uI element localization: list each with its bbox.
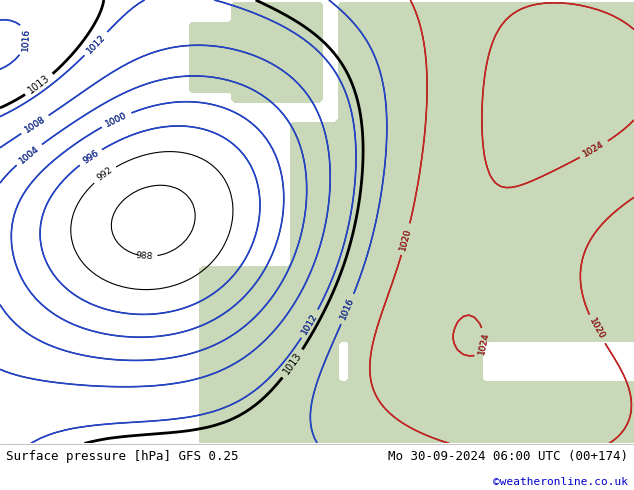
Text: 1013: 1013 <box>27 74 52 96</box>
Text: ©weatheronline.co.uk: ©weatheronline.co.uk <box>493 477 628 487</box>
Text: 1016: 1016 <box>21 28 31 51</box>
Text: 1004: 1004 <box>17 144 41 165</box>
Text: 1020: 1020 <box>399 227 413 251</box>
Text: 1013: 1013 <box>281 351 304 377</box>
Text: 1012: 1012 <box>301 312 320 336</box>
Text: 1016: 1016 <box>339 296 356 321</box>
Text: Surface pressure [hPa] GFS 0.25: Surface pressure [hPa] GFS 0.25 <box>6 450 239 463</box>
Text: 1016: 1016 <box>21 28 31 51</box>
Text: 1012: 1012 <box>301 312 320 336</box>
Text: 1012: 1012 <box>85 32 107 55</box>
Text: 1000: 1000 <box>104 111 129 129</box>
Text: 1012: 1012 <box>85 32 107 55</box>
Text: 1020: 1020 <box>587 317 606 342</box>
Text: 1008: 1008 <box>23 115 47 135</box>
Text: 1020: 1020 <box>399 227 413 251</box>
Text: 996: 996 <box>81 148 100 166</box>
Text: 1024: 1024 <box>477 332 491 356</box>
Text: 988: 988 <box>135 251 153 261</box>
Text: 1000: 1000 <box>104 111 129 129</box>
Text: 1008: 1008 <box>23 115 47 135</box>
Text: 1020: 1020 <box>587 317 606 342</box>
Text: 1024: 1024 <box>582 140 606 159</box>
Text: 1016: 1016 <box>339 296 356 321</box>
Text: Mo 30-09-2024 06:00 UTC (00+174): Mo 30-09-2024 06:00 UTC (00+174) <box>387 450 628 463</box>
Text: 992: 992 <box>95 166 114 183</box>
Text: 1024: 1024 <box>477 332 491 356</box>
Text: 996: 996 <box>81 148 100 166</box>
Text: 1024: 1024 <box>582 140 606 159</box>
Text: 1004: 1004 <box>17 144 41 165</box>
